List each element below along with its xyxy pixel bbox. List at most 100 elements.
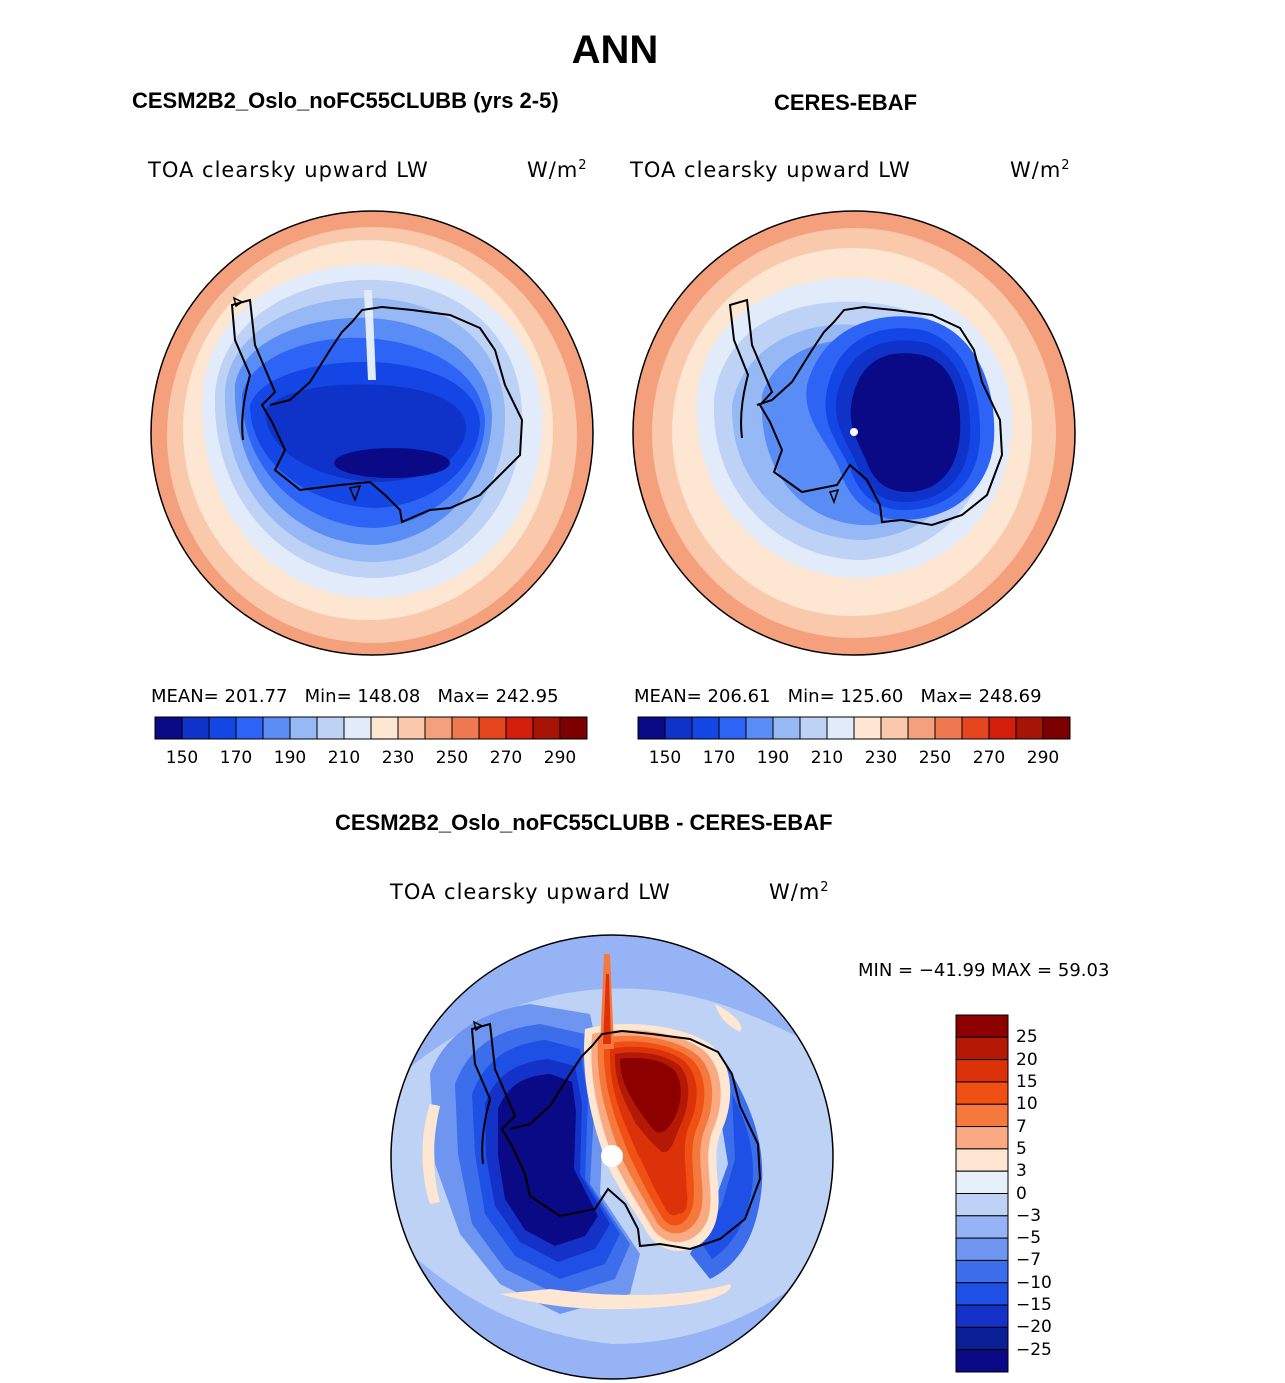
diff-colorbar-label: 15 [1016,1071,1038,1092]
panel2-colorbar-cell [664,716,693,740]
diff-colorbar-label: −5 [1016,1228,1042,1249]
panel2-colorbar-cell [961,716,990,740]
diff-colorbar-label: −20 [1016,1317,1052,1338]
figure-title: ANN [571,28,659,72]
diff-colorbar-cell [955,1215,1009,1239]
diff-colorbar-cell [955,1237,1009,1261]
panel1-colorbar-label: 250 [435,748,469,768]
panel2-min: Min= 125.60 [787,686,904,707]
panel2-colorbar-label: 230 [864,748,898,768]
panel1-colorbar-cell [424,716,453,740]
diff-colorbar-cell [955,1126,1009,1150]
panel2-colorbar-label: 210 [810,748,844,768]
diff-colorbar-cell [955,1170,1009,1194]
panel1-colorbar-cell [289,716,318,740]
panel2-colorbar-cell [1042,716,1071,740]
panel2-colorbar-cell [637,716,666,740]
panel1-colorbar-label: 290 [543,748,577,768]
diff-colorbar-cell [955,1304,1009,1328]
panel2-max: Max= 248.69 [920,686,1042,707]
panel1-colorbar-label: 150 [165,748,199,768]
panel2-colorbar-label: 170 [702,748,736,768]
panel1-colorbar [154,716,588,740]
diff-colorbar-label: 3 [1016,1161,1027,1182]
diff-colorbar-cell [955,1103,1009,1128]
diff-colorbar-cell [955,1193,1009,1217]
diff-colorbar-label: −3 [1016,1205,1042,1226]
panel2-colorbar-labels: 150 170 190 210 230 250 270 290 [638,748,1070,772]
diff-colorbar-cell [955,1148,1009,1172]
panel2-colorbar-label: 270 [972,748,1006,768]
panel1-colorbar-cell [370,716,399,740]
panel2-colorbar-cell [988,716,1017,740]
panel2-colorbar-cell [799,716,828,740]
panel1-units: W/m2 [527,158,588,182]
diff-colorbar-cell [955,1282,1009,1306]
panel2-colorbar-cell [1015,716,1044,740]
diff-colorbar-label: 25 [1016,1027,1038,1048]
diff-colorbar [955,1014,1009,1373]
panel2-colorbar [637,716,1071,740]
panel1-polar-map [150,210,594,656]
panel1-colorbar-cell [532,716,561,740]
diff-colorbar-cell [955,1349,1009,1373]
diff-colorbar-label: 10 [1016,1094,1038,1115]
panel1-colorbar-cell [181,716,210,740]
panel2-polar-map [632,210,1076,656]
diff-colorbar-label: 20 [1016,1049,1038,1070]
panel2-colorbar-cell [772,716,801,740]
panel1-max: Max= 242.95 [437,686,559,707]
diff-colorbar-cell [955,1036,1009,1061]
panel2-colorbar-cell [907,716,936,740]
diff-colorbar-label: 7 [1016,1116,1027,1137]
panel2-title: CERES-EBAF [774,90,918,115]
panel1-colorbar-label: 170 [219,748,253,768]
diff-colorbar-label: −15 [1016,1295,1052,1316]
panel1-colorbar-label: 190 [273,748,307,768]
diff-colorbar-label: 5 [1016,1138,1027,1159]
diff-title: CESM2B2_Oslo_noFC55CLUBB - CERES-EBAF [335,810,833,835]
panel1-colorbar-cell [559,716,588,740]
diff-units: W/m2 [769,880,830,904]
panel2-units: W/m2 [1010,158,1071,182]
panel1-stats: MEAN= 201.77 Min= 148.08 Max= 242.95 [151,686,559,707]
panel2-colorbar-cell [880,716,909,740]
diff-colorbar-cell [955,1326,1009,1351]
diff-colorbar-cell [955,1014,1009,1038]
panel2-colorbar-cell [826,716,855,740]
diff-colorbar-label: −10 [1016,1272,1052,1293]
panel1-min: Min= 148.08 [304,686,421,707]
panel2-colorbar-cell [745,716,774,740]
panel2-colorbar-label: 190 [756,748,790,768]
diff-polar-map [390,934,834,1380]
panel2-colorbar-cell [934,716,963,740]
panel2-colorbar-label: 150 [648,748,682,768]
diff-colorbar-label: 0 [1016,1183,1027,1204]
panel1-colorbar-label: 230 [381,748,415,768]
diff-colorbar-cell [955,1259,1009,1284]
panel2-mean: MEAN= 206.61 [634,686,771,707]
panel1-colorbar-cell [397,716,426,740]
panel1-colorbar-cell [451,716,480,740]
panel2-stats: MEAN= 206.61 Min= 125.60 Max= 248.69 [634,686,1042,707]
diff-colorbar-labels: 25 20 15 10 7 5 3 0 −3 −5 −7 −10 −15 −20 −25 [1016,1015,1076,1372]
panel1-mean: MEAN= 201.77 [151,686,288,707]
panel1-colorbar-cell [478,716,507,740]
panel1-colorbar-cell [154,716,183,740]
panel1-colorbar-cell [208,716,237,740]
diff-colorbar-label: −7 [1016,1250,1042,1271]
diff-minmax: MIN = −41.99 MAX = 59.03 [858,960,1110,981]
panel1-colorbar-label: 210 [327,748,361,768]
panel1-colorbar-label: 270 [489,748,523,768]
panel2-colorbar-cell [718,716,747,740]
panel2-colorbar-cell [691,716,720,740]
diff-colorbar-cell [955,1059,1009,1083]
diff-colorbar-label: −25 [1016,1339,1052,1360]
panel1-colorbar-cell [316,716,345,740]
panel1-colorbar-cell [505,716,534,740]
panel1-title: CESM2B2_Oslo_noFC55CLUBB (yrs 2-5) [132,88,559,113]
diff-colorbar-cell [955,1081,1009,1105]
panel1-colorbar-labels: 150 170 190 210 230 250 270 290 [155,748,587,772]
panel2-colorbar-cell [853,716,882,740]
panel2-colorbar-label: 250 [918,748,952,768]
